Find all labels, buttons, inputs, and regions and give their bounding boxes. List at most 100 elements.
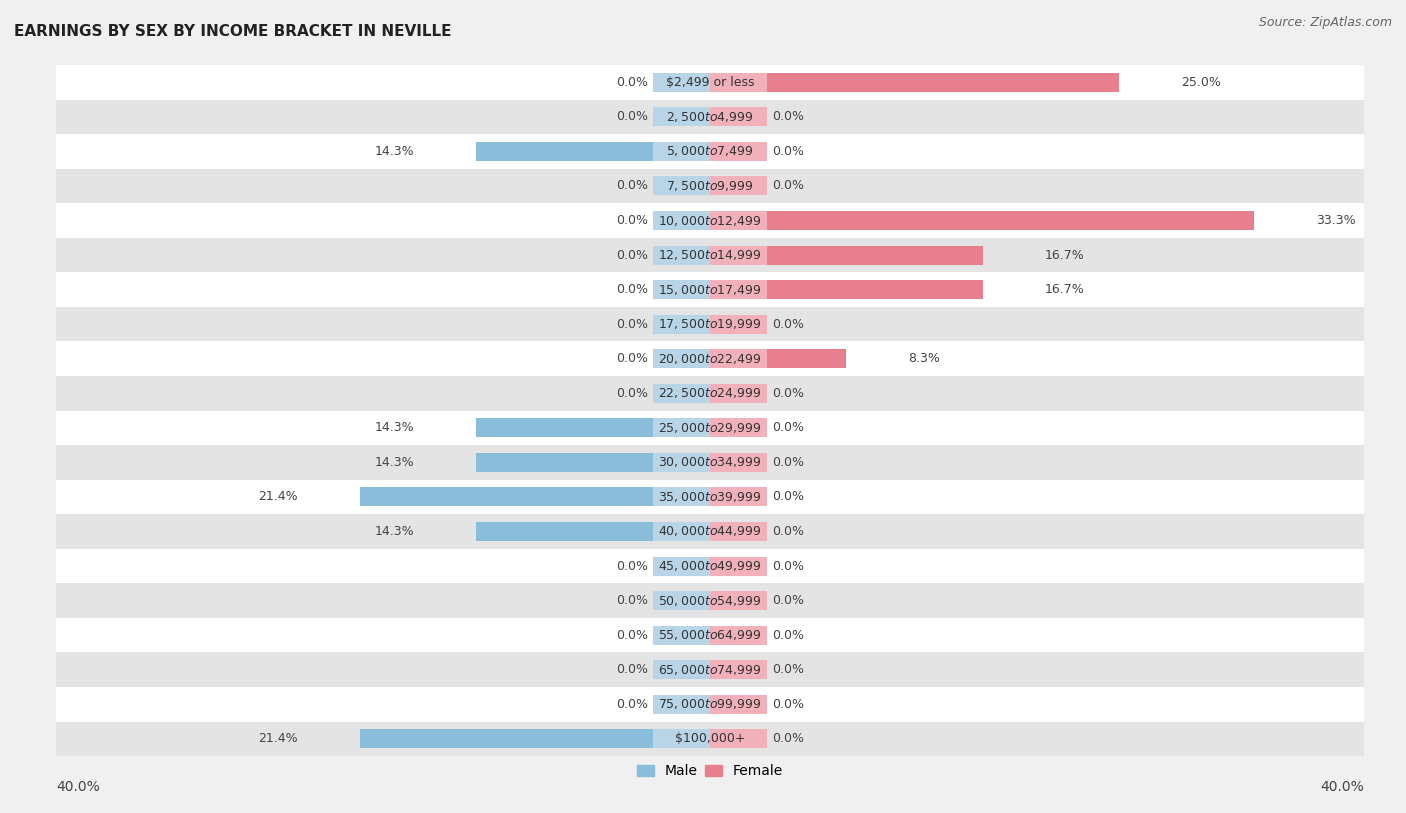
Bar xyxy=(652,660,710,679)
Bar xyxy=(710,246,768,264)
Bar xyxy=(710,246,983,264)
Text: 16.7%: 16.7% xyxy=(1045,283,1085,296)
Text: $30,000 to $34,999: $30,000 to $34,999 xyxy=(658,455,762,469)
Text: 0.0%: 0.0% xyxy=(616,180,648,193)
Bar xyxy=(710,280,983,299)
Text: $25,000 to $29,999: $25,000 to $29,999 xyxy=(658,421,762,435)
Text: 0.0%: 0.0% xyxy=(772,559,804,572)
Text: 40.0%: 40.0% xyxy=(1320,780,1364,794)
Bar xyxy=(710,211,768,230)
Text: 0.0%: 0.0% xyxy=(772,387,804,400)
Bar xyxy=(56,272,1364,307)
Bar xyxy=(652,488,710,506)
Text: 0.0%: 0.0% xyxy=(616,387,648,400)
Bar xyxy=(652,522,710,541)
Bar xyxy=(652,419,710,437)
Bar xyxy=(652,280,710,299)
Bar xyxy=(360,488,710,506)
Text: 0.0%: 0.0% xyxy=(616,214,648,227)
Text: $2,499 or less: $2,499 or less xyxy=(666,76,754,89)
Bar xyxy=(652,350,710,368)
Bar xyxy=(56,652,1364,687)
Bar xyxy=(652,246,710,264)
Bar xyxy=(652,557,710,576)
Text: 0.0%: 0.0% xyxy=(772,663,804,676)
Bar xyxy=(652,695,710,714)
Text: 0.0%: 0.0% xyxy=(772,421,804,434)
Text: 0.0%: 0.0% xyxy=(772,318,804,331)
Text: EARNINGS BY SEX BY INCOME BRACKET IN NEVILLE: EARNINGS BY SEX BY INCOME BRACKET IN NEV… xyxy=(14,24,451,39)
Bar xyxy=(477,522,710,541)
Text: 0.0%: 0.0% xyxy=(616,318,648,331)
Text: 0.0%: 0.0% xyxy=(772,525,804,538)
Text: 0.0%: 0.0% xyxy=(616,283,648,296)
Text: $20,000 to $22,499: $20,000 to $22,499 xyxy=(658,352,762,366)
Bar xyxy=(652,591,710,610)
Bar xyxy=(652,142,710,161)
Bar xyxy=(652,107,710,126)
Bar xyxy=(710,142,768,161)
Bar xyxy=(477,142,710,161)
Text: 0.0%: 0.0% xyxy=(616,594,648,607)
Text: $22,500 to $24,999: $22,500 to $24,999 xyxy=(658,386,762,400)
Bar xyxy=(652,73,710,92)
Text: 16.7%: 16.7% xyxy=(1045,249,1085,262)
Bar xyxy=(56,65,1364,99)
Bar xyxy=(56,583,1364,618)
Text: Source: ZipAtlas.com: Source: ZipAtlas.com xyxy=(1258,16,1392,29)
Text: 0.0%: 0.0% xyxy=(772,733,804,746)
Bar xyxy=(56,445,1364,480)
Bar xyxy=(710,211,1254,230)
Bar xyxy=(652,453,710,472)
Bar xyxy=(652,315,710,333)
Text: 0.0%: 0.0% xyxy=(772,145,804,158)
Text: 0.0%: 0.0% xyxy=(616,698,648,711)
Text: 14.3%: 14.3% xyxy=(374,525,415,538)
Text: 0.0%: 0.0% xyxy=(616,628,648,641)
Text: 0.0%: 0.0% xyxy=(616,559,648,572)
Text: $7,500 to $9,999: $7,500 to $9,999 xyxy=(666,179,754,193)
Bar xyxy=(710,522,768,541)
Bar xyxy=(710,107,768,126)
Bar xyxy=(710,73,768,92)
Text: 0.0%: 0.0% xyxy=(772,628,804,641)
Text: $40,000 to $44,999: $40,000 to $44,999 xyxy=(658,524,762,538)
Text: 14.3%: 14.3% xyxy=(374,145,415,158)
Bar xyxy=(56,618,1364,652)
Text: 21.4%: 21.4% xyxy=(259,733,298,746)
Text: 0.0%: 0.0% xyxy=(772,456,804,469)
Bar xyxy=(56,168,1364,203)
Bar xyxy=(56,549,1364,583)
Text: 14.3%: 14.3% xyxy=(374,456,415,469)
Bar xyxy=(710,695,768,714)
Text: 0.0%: 0.0% xyxy=(616,249,648,262)
Bar xyxy=(56,514,1364,549)
Bar xyxy=(652,384,710,402)
Bar xyxy=(710,591,768,610)
Text: $5,000 to $7,499: $5,000 to $7,499 xyxy=(666,145,754,159)
Bar xyxy=(477,453,710,472)
Text: 8.3%: 8.3% xyxy=(908,352,939,365)
Bar xyxy=(56,376,1364,411)
Text: 0.0%: 0.0% xyxy=(772,180,804,193)
Bar xyxy=(56,134,1364,168)
Bar xyxy=(710,419,768,437)
Bar xyxy=(710,488,768,506)
Bar xyxy=(710,384,768,402)
Bar xyxy=(652,211,710,230)
Text: 21.4%: 21.4% xyxy=(259,490,298,503)
Bar xyxy=(710,73,1119,92)
Bar xyxy=(56,341,1364,376)
Bar xyxy=(710,557,768,576)
Bar xyxy=(56,480,1364,514)
Bar xyxy=(652,176,710,195)
Text: 0.0%: 0.0% xyxy=(772,698,804,711)
Text: $12,500 to $14,999: $12,500 to $14,999 xyxy=(658,248,762,262)
Bar xyxy=(710,729,768,748)
Text: 0.0%: 0.0% xyxy=(616,111,648,124)
Bar xyxy=(710,350,845,368)
Text: $15,000 to $17,499: $15,000 to $17,499 xyxy=(658,283,762,297)
Text: 0.0%: 0.0% xyxy=(772,594,804,607)
Bar xyxy=(477,419,710,437)
Bar xyxy=(710,626,768,645)
